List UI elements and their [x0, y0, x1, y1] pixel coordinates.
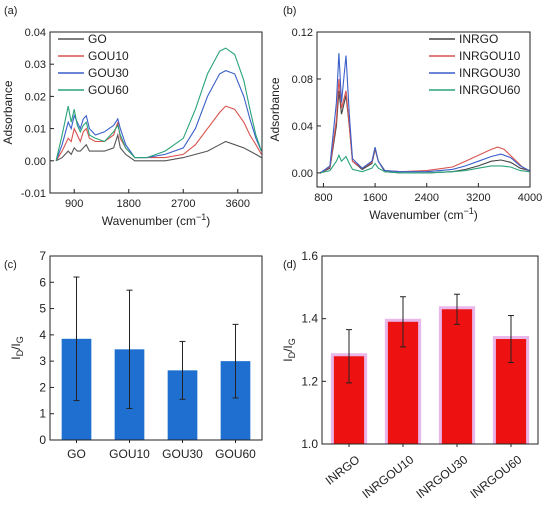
legend-label: GOU30 — [88, 66, 129, 80]
y-tick-label: 1.0 — [301, 437, 318, 451]
series-line-inrgo — [319, 90, 530, 174]
y-axis-label-part: G — [15, 336, 25, 343]
plot-frame — [49, 255, 263, 441]
x-tick-label: 3200 — [466, 192, 490, 204]
y-tick-label: 4 — [39, 328, 46, 342]
panel-b: (b) 800 1600 2400 3200 4000 0.00 0.04 0.08 0.12 Wa… — [268, 5, 542, 222]
category-label: GOU10 — [109, 447, 150, 461]
x-tick-label: 1800 — [117, 198, 141, 210]
x-tick-label: 800 — [314, 192, 332, 204]
panel-c: (c) GO GOU10 GOU30 GOU60 0 1 2 3 4 5 6 7 ID/IG — [4, 249, 263, 461]
y-tick-label: 1.2 — [301, 374, 318, 388]
y-axis-label-part: /I — [281, 345, 295, 352]
y-tick-label: 1.4 — [301, 312, 318, 326]
series-line-gou10 — [55, 105, 262, 162]
y-tick-label: 6 — [39, 275, 46, 289]
x-tick-label: 4000 — [518, 192, 542, 204]
panel-label: (c) — [4, 259, 17, 271]
legend-label: GOU10 — [88, 49, 129, 63]
y-axis-label-part: D — [287, 351, 297, 358]
x-axis-label-close: ) — [474, 208, 478, 222]
category-label: GOU60 — [215, 447, 256, 461]
bar — [441, 309, 473, 444]
category-label: INRGO — [323, 452, 363, 487]
plot-frame — [316, 31, 531, 188]
y-tick-label: 0.01 — [25, 124, 46, 136]
y-tick-label: 0.12 — [292, 27, 313, 39]
y-axis-label-part: /I — [9, 343, 23, 350]
x-axis-label-close: ) — [206, 214, 210, 228]
series-line-go — [55, 132, 262, 162]
y-tick-label: 1.6 — [301, 249, 318, 263]
legend-label: GO — [88, 32, 107, 46]
panel-label: (d) — [283, 259, 296, 271]
y-axis-label-part: I — [9, 356, 23, 359]
legend-label: INRGOU30 — [459, 66, 521, 80]
y-axis-label-part: I — [281, 358, 295, 361]
y-axis-label: ID/IG — [9, 336, 25, 360]
y-tick-label: 0.04 — [292, 121, 313, 133]
y-axis-label-part: G — [287, 338, 297, 345]
y-tick-label: 0.00 — [292, 168, 313, 180]
legend-label: INRGO — [459, 32, 498, 46]
legend-label: INRGOU60 — [459, 83, 521, 97]
plot-frame — [321, 255, 539, 445]
series-line-gou30 — [55, 69, 262, 161]
panel-a: (a) 900 1800 2700 3600 -0.01 0.00 0.01 0.02 0.03 0… — [1, 5, 263, 228]
x-axis-label: Wavenumber (cm−1) — [102, 212, 211, 228]
category-label: INRGOU30 — [413, 452, 470, 501]
series-line-gou60 — [55, 47, 262, 161]
category-label: INRGOU60 — [467, 452, 524, 501]
x-tick-label: 2400 — [414, 192, 438, 204]
y-tick-label: -0.01 — [21, 188, 46, 200]
x-axis-label-text: Wavenumber (cm — [369, 208, 463, 222]
y-tick-label: 1 — [39, 407, 46, 421]
y-tick-label: 0.04 — [25, 27, 46, 39]
y-tick-label: 0.08 — [292, 74, 313, 86]
y-tick-label: 7 — [39, 249, 46, 263]
x-axis-label: Wavenumber (cm−1) — [369, 206, 478, 222]
x-axis-label-sup: −1 — [463, 206, 473, 216]
panel-label: (b) — [283, 5, 296, 17]
series-line-inrgou30 — [319, 53, 530, 174]
y-tick-label: 0.02 — [25, 91, 46, 103]
legend-label: INRGOU10 — [459, 49, 521, 63]
y-tick-label: 3 — [39, 354, 46, 368]
x-tick-label: 3600 — [226, 198, 250, 210]
y-tick-label: 0.00 — [25, 156, 46, 168]
x-tick-label: 1600 — [363, 192, 387, 204]
category-label: GOU30 — [162, 447, 203, 461]
y-tick-label: 5 — [39, 302, 46, 316]
category-label: GO — [67, 447, 86, 461]
x-axis-label-text: Wavenumber (cm — [102, 214, 196, 228]
y-tick-label: 2 — [39, 380, 46, 394]
y-tick-label: 0.03 — [25, 59, 46, 71]
y-axis-label: ID/IG — [281, 338, 297, 362]
y-axis-label-part: D — [15, 349, 25, 356]
x-tick-label: 900 — [65, 198, 83, 210]
y-tick-label: 0 — [39, 433, 46, 447]
plot-frame — [49, 31, 263, 194]
category-label: INRGOU10 — [359, 452, 416, 501]
series-line-inrgou60 — [320, 153, 530, 174]
panel-label: (a) — [4, 5, 17, 17]
x-tick-label: 2700 — [171, 198, 195, 210]
x-axis-label-sup: −1 — [196, 212, 206, 222]
legend-label: GOU60 — [88, 83, 129, 97]
y-axis-label: Adsorbance — [1, 80, 15, 144]
y-axis-label: Adsorbance — [268, 77, 282, 141]
